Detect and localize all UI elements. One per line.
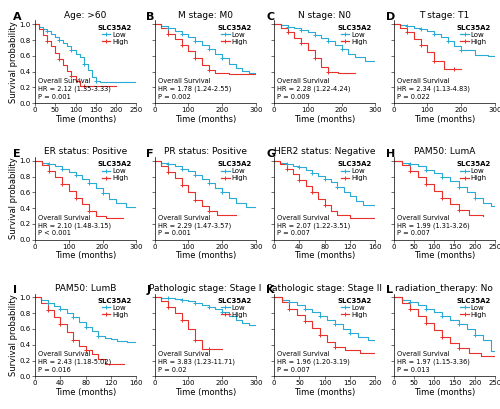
Text: Overall Survival
HR = 2.10 (1.48-3.15)
P < 0.001: Overall Survival HR = 2.10 (1.48-3.15) P… — [38, 215, 111, 236]
Title: M stage: M0: M stage: M0 — [178, 11, 233, 20]
Text: Overall Survival
HR = 2.29 (1.47-3.57)
P = 0.001: Overall Survival HR = 2.29 (1.47-3.57) P… — [158, 215, 231, 236]
Text: E: E — [12, 149, 20, 159]
X-axis label: Time (months): Time (months) — [414, 251, 475, 260]
Legend: Low, High: Low, High — [336, 24, 372, 45]
Legend: Low, High: Low, High — [456, 24, 492, 45]
Text: F: F — [146, 149, 154, 159]
Text: L: L — [386, 285, 392, 295]
Text: G: G — [266, 149, 275, 159]
Text: Overall Survival
HR = 1.97 (1.15-3.36)
P = 0.013: Overall Survival HR = 1.97 (1.15-3.36) P… — [396, 351, 469, 373]
Title: PAM50: LumB: PAM50: LumB — [55, 284, 116, 293]
Title: N stage: N0: N stage: N0 — [298, 11, 352, 20]
X-axis label: Time (months): Time (months) — [294, 115, 356, 124]
Text: Overall Survival
HR = 1.78 (1.24-2.55)
P = 0.002: Overall Survival HR = 1.78 (1.24-2.55) P… — [158, 79, 231, 100]
X-axis label: Time (months): Time (months) — [55, 115, 116, 124]
Text: Overall Survival
HR = 2.12 (1.35-3.33)
P = 0.001: Overall Survival HR = 2.12 (1.35-3.33) P… — [38, 79, 111, 100]
Title: PAM50: LumA: PAM50: LumA — [414, 147, 475, 156]
Legend: Low, High: Low, High — [336, 160, 372, 182]
X-axis label: Time (months): Time (months) — [174, 388, 236, 397]
Legend: Low, High: Low, High — [97, 297, 133, 319]
Title: Age: >60: Age: >60 — [64, 11, 107, 20]
Title: PR status: Positive: PR status: Positive — [164, 147, 246, 156]
Text: Overall Survival
HR = 1.99 (1.31-3.26)
P = 0.007: Overall Survival HR = 1.99 (1.31-3.26) P… — [396, 215, 469, 236]
Legend: Low, High: Low, High — [97, 24, 133, 45]
Text: D: D — [386, 12, 395, 22]
Legend: Low, High: Low, High — [97, 160, 133, 182]
Text: Overall Survival
HR = 2.43 (1.18-5.02)
P = 0.016: Overall Survival HR = 2.43 (1.18-5.02) P… — [38, 351, 112, 373]
Y-axis label: Survival probability: Survival probability — [9, 21, 18, 103]
Title: radiation_therapy: No: radiation_therapy: No — [396, 284, 494, 293]
Text: J: J — [146, 285, 150, 295]
Legend: Low, High: Low, High — [217, 24, 252, 45]
Legend: Low, High: Low, High — [456, 160, 492, 182]
X-axis label: Time (months): Time (months) — [294, 388, 356, 397]
Text: H: H — [386, 149, 395, 159]
Y-axis label: Survival probability: Survival probability — [9, 157, 18, 239]
X-axis label: Time (months): Time (months) — [174, 115, 236, 124]
Title: HER2 status: Negative: HER2 status: Negative — [274, 147, 376, 156]
Y-axis label: Survival probability: Survival probability — [9, 294, 18, 376]
Legend: Low, High: Low, High — [217, 297, 252, 319]
Text: Overall Survival
HR = 2.07 (1.22-3.51)
P = 0.007: Overall Survival HR = 2.07 (1.22-3.51) P… — [277, 215, 350, 236]
Legend: Low, High: Low, High — [456, 297, 492, 319]
Text: Overall Survival
HR = 2.28 (1.22-4.24)
P = 0.009: Overall Survival HR = 2.28 (1.22-4.24) P… — [277, 79, 350, 100]
Text: A: A — [12, 12, 22, 22]
X-axis label: Time (months): Time (months) — [55, 388, 116, 397]
Text: Overall Survival
HR = 1.96 (1.20-3.19)
P = 0.007: Overall Survival HR = 1.96 (1.20-3.19) P… — [277, 351, 350, 373]
Text: I: I — [12, 285, 16, 295]
Legend: Low, High: Low, High — [336, 297, 372, 319]
Text: B: B — [146, 12, 155, 22]
Text: Overall Survival
HR = 3.83 (1.23-11.71)
P = 0.02: Overall Survival HR = 3.83 (1.23-11.71) … — [158, 351, 234, 373]
X-axis label: Time (months): Time (months) — [174, 251, 236, 260]
Text: Overall Survival
HR = 2.34 (1.13-4.83)
P = 0.022: Overall Survival HR = 2.34 (1.13-4.83) P… — [396, 79, 469, 100]
X-axis label: Time (months): Time (months) — [414, 388, 475, 397]
Title: ER status: Positive: ER status: Positive — [44, 147, 128, 156]
Title: Pathologic stage: Stage I: Pathologic stage: Stage I — [149, 284, 262, 293]
Legend: Low, High: Low, High — [217, 160, 252, 182]
X-axis label: Time (months): Time (months) — [414, 115, 475, 124]
Text: K: K — [266, 285, 274, 295]
X-axis label: Time (months): Time (months) — [55, 251, 116, 260]
X-axis label: Time (months): Time (months) — [294, 251, 356, 260]
Text: C: C — [266, 12, 274, 22]
Title: Pathologic stage: Stage II: Pathologic stage: Stage II — [268, 284, 382, 293]
Title: T stage: T1: T stage: T1 — [419, 11, 470, 20]
